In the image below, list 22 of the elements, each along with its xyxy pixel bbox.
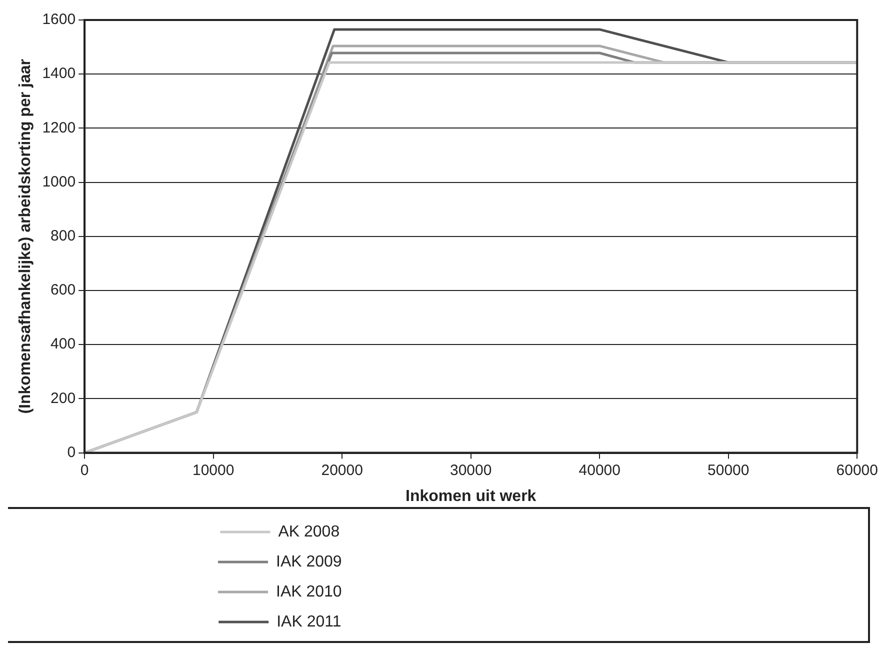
y-tick-label: 1600 <box>42 11 76 28</box>
y-tick-label: 0 <box>67 444 76 461</box>
x-tick-label: 10000 <box>192 462 234 479</box>
y-axis-title: (Inkomensafhankelijke) arbeidskorting per jaar <box>17 59 34 414</box>
x-axis-title: Inkomen uit werk <box>406 488 536 505</box>
legend-label: IAK 2010 <box>276 583 653 600</box>
legend-label: IAK 2009 <box>276 553 653 570</box>
x-tick-label: 20000 <box>321 462 363 479</box>
x-tick-label: 60000 <box>836 462 878 479</box>
x-tick-label: 50000 <box>708 462 750 479</box>
y-tick-label: 800 <box>50 228 76 245</box>
y-tick-label: 200 <box>50 390 76 407</box>
legend-label: AK 2008 <box>278 523 651 540</box>
x-tick-label: 30000 <box>450 462 492 479</box>
legend-label: IAK 2011 <box>276 613 652 630</box>
x-tick-label: 40000 <box>578 462 620 479</box>
y-tick-label: 400 <box>50 336 76 353</box>
y-tick-label: 600 <box>50 282 76 299</box>
x-tick-label: 0 <box>80 462 89 479</box>
y-tick-label: 1400 <box>42 65 76 82</box>
y-tick-label: 1200 <box>42 119 76 136</box>
y-tick-label: 1000 <box>42 173 76 190</box>
